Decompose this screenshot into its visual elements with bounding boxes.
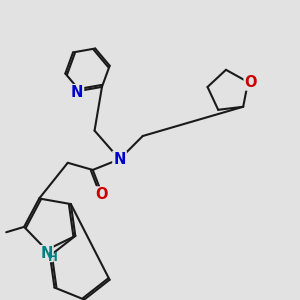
Text: H: H bbox=[48, 251, 57, 264]
Text: O: O bbox=[95, 188, 108, 202]
Text: N: N bbox=[71, 85, 83, 100]
Text: N: N bbox=[40, 246, 52, 261]
Text: O: O bbox=[244, 74, 257, 89]
Text: N: N bbox=[113, 152, 126, 167]
